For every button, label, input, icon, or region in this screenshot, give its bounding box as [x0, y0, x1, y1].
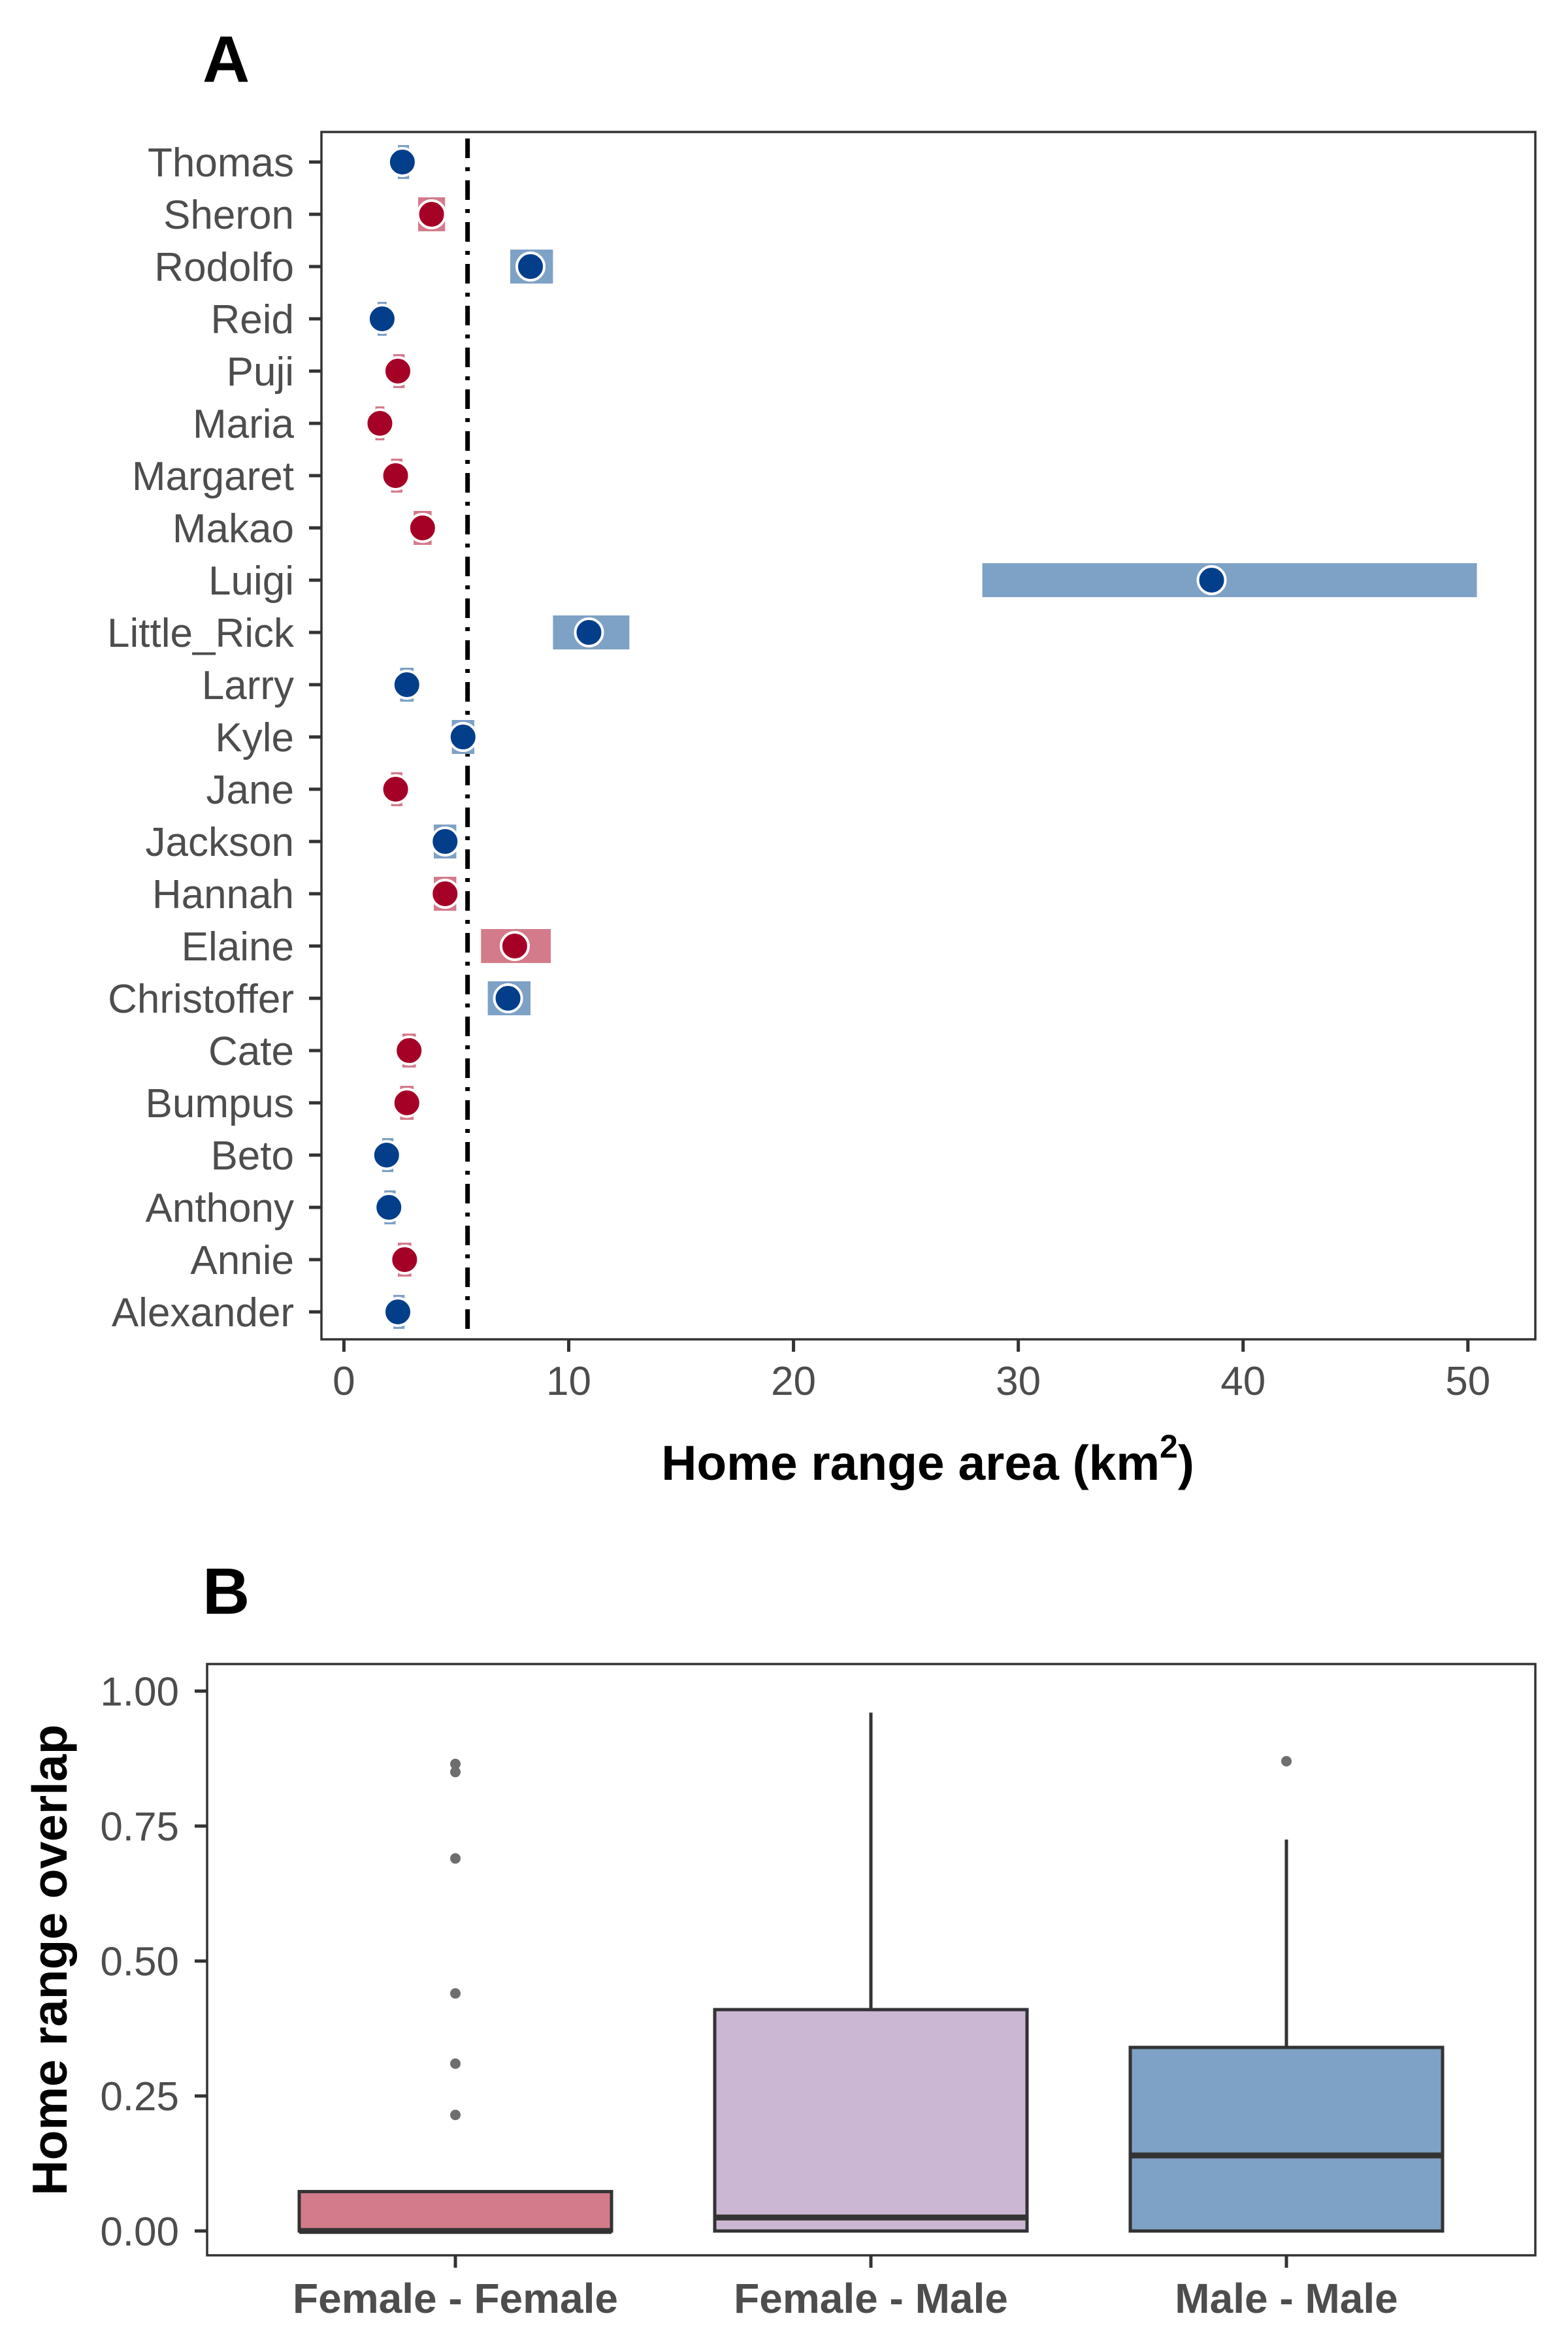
point-jackson — [430, 826, 461, 857]
y-tick-label: Rodolfo — [154, 245, 294, 290]
point-rodolfo — [515, 252, 546, 282]
point-maria — [365, 408, 395, 438]
x-tick-label: 0 — [333, 1359, 355, 1404]
point-kyle — [448, 722, 478, 752]
y-tick-label: Annie — [190, 1238, 294, 1283]
panel-a-plot-frame — [320, 131, 1537, 1341]
point-luigi — [1196, 565, 1227, 595]
x-tick-label: 30 — [996, 1359, 1041, 1404]
x-tick-label: 10 — [546, 1359, 591, 1404]
point-little-rick — [574, 617, 604, 647]
y-tick-label: Beto — [210, 1134, 294, 1179]
y-tick-label-b: 0.25 — [100, 2074, 179, 2119]
y-tick-label: Jackson — [146, 820, 294, 865]
y-tick-label: Elaine — [182, 924, 294, 970]
outlier-female-female — [450, 1758, 461, 1769]
box-male-male — [1128, 2046, 1445, 2233]
point-hannah — [430, 879, 461, 909]
x-tick-label-b: Female - Male — [734, 2275, 1008, 2322]
y-tick-label-b: 0.75 — [100, 1805, 179, 1850]
panel-a-label: A — [203, 23, 250, 96]
y-tick-label: Sheron — [163, 193, 294, 238]
y-tick-label: Margaret — [132, 454, 294, 499]
point-larry — [391, 670, 422, 700]
y-tick-label: Anthony — [145, 1186, 294, 1231]
box-female-female — [297, 2189, 613, 2233]
outlier-female-female — [450, 2058, 461, 2069]
y-tick-label: Larry — [202, 663, 294, 708]
ci-bar-luigi — [982, 563, 1477, 597]
y-axis-ticks: Thomas Sheron Rodolfo Reid Puji Maria Margaret… — [107, 140, 321, 1335]
x-tick-label-b: Female - Female — [293, 2275, 618, 2322]
point-alexander — [382, 1297, 413, 1327]
outlier-female-female — [450, 1988, 461, 1999]
point-annie — [389, 1245, 420, 1275]
y-tick-label: Alexander — [112, 1290, 294, 1335]
y-tick-label: Thomas — [148, 140, 294, 186]
point-anthony — [374, 1192, 404, 1222]
point-elaine — [499, 931, 530, 961]
y-tick-label-b: 0.50 — [100, 1940, 179, 1985]
y-tick-label: Bumpus — [146, 1081, 294, 1126]
y-tick-label: Reid — [210, 297, 294, 342]
point-margaret — [380, 461, 411, 491]
panel-a: A Thomas Sheron Rodolfo Reid Puji Maria Margar… — [107, 23, 1537, 1490]
y-tick-label: Kyle — [215, 715, 294, 760]
x-tick-label: 20 — [771, 1359, 816, 1404]
point-thomas — [387, 147, 417, 177]
y-tick-label: Luigi — [208, 559, 294, 604]
y-tick-label: Cate — [208, 1029, 294, 1074]
point-makao — [407, 513, 438, 543]
point-puji — [382, 356, 413, 386]
outlier-male-male — [1281, 1756, 1292, 1767]
point-sheron — [416, 199, 447, 229]
outlier-female-female — [450, 1767, 461, 1778]
y-tick-label: Puji — [227, 350, 294, 395]
y-tick-label: Christoffer — [108, 977, 294, 1022]
panel-b-label: B — [203, 1555, 250, 1628]
point-christoffer — [493, 983, 523, 1013]
x-tick-label: 50 — [1445, 1359, 1490, 1404]
point-beto — [371, 1140, 402, 1170]
outlier-female-female — [450, 1853, 461, 1864]
y-tick-label: Little_Rick — [107, 611, 295, 656]
point-bumpus — [391, 1088, 422, 1118]
box-female-male — [713, 2008, 1029, 2233]
x-tick-label-b: Male - Male — [1175, 2275, 1397, 2322]
y-tick-label: Maria — [193, 402, 295, 447]
x-axis-title: Home range area (km2) — [661, 1428, 1194, 1490]
boxplots — [297, 1712, 1445, 2234]
point-jane — [380, 774, 411, 804]
y-axis-ticks-b: 0.00 0.25 0.50 0.75 1.00 — [100, 1669, 207, 2255]
panel-b: B 0.000.250.500.751.00 Female - Female Fe… — [22, 1555, 1537, 2322]
point-cate — [394, 1036, 425, 1066]
y-tick-label: Makao — [172, 506, 294, 551]
point-reid — [367, 304, 397, 334]
y-tick-label: Jane — [206, 768, 294, 813]
y-tick-label: Hannah — [152, 872, 294, 917]
outlier-female-female — [450, 2110, 461, 2121]
y-axis-title-b: Home range overlap — [22, 1724, 77, 2195]
home-range-points — [365, 147, 1227, 1327]
y-tick-label-b: 1.00 — [100, 1669, 179, 1714]
x-axis-ticks: 0 10 20 30 40 50 — [333, 1339, 1490, 1404]
x-tick-label: 40 — [1220, 1359, 1266, 1404]
y-tick-label-b: 0.00 — [100, 2210, 179, 2255]
x-axis-ticks-b: Female - Female Female - Male Male - Male — [293, 2255, 1398, 2322]
